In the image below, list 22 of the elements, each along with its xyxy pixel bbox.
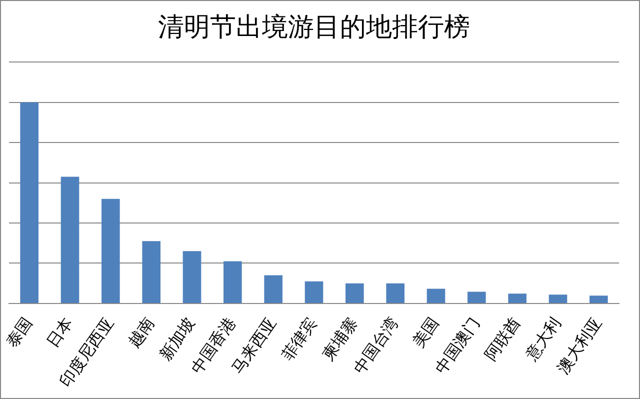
bar [548,294,568,303]
x-tick-label: 泰国 [2,314,36,351]
bar [20,102,38,303]
x-tick-label: 阿联酋 [480,314,524,364]
chart-title: 清明节出境游目的地排行榜 [158,12,470,42]
bar [468,292,486,303]
bar [346,283,364,303]
x-tick-label: 越南 [124,314,158,351]
bar [142,241,160,303]
bar [426,288,446,303]
bar [386,283,404,303]
bar [102,198,120,303]
x-tick-label: 日本 [42,314,77,351]
bar [508,294,526,303]
bar [182,251,202,303]
bar [224,261,242,303]
x-tick-label: 菲律宾 [278,314,321,364]
bar [304,281,324,303]
bar [264,275,282,303]
x-tick-label: 美国 [408,314,443,351]
bar [590,296,608,303]
bar [60,176,80,303]
